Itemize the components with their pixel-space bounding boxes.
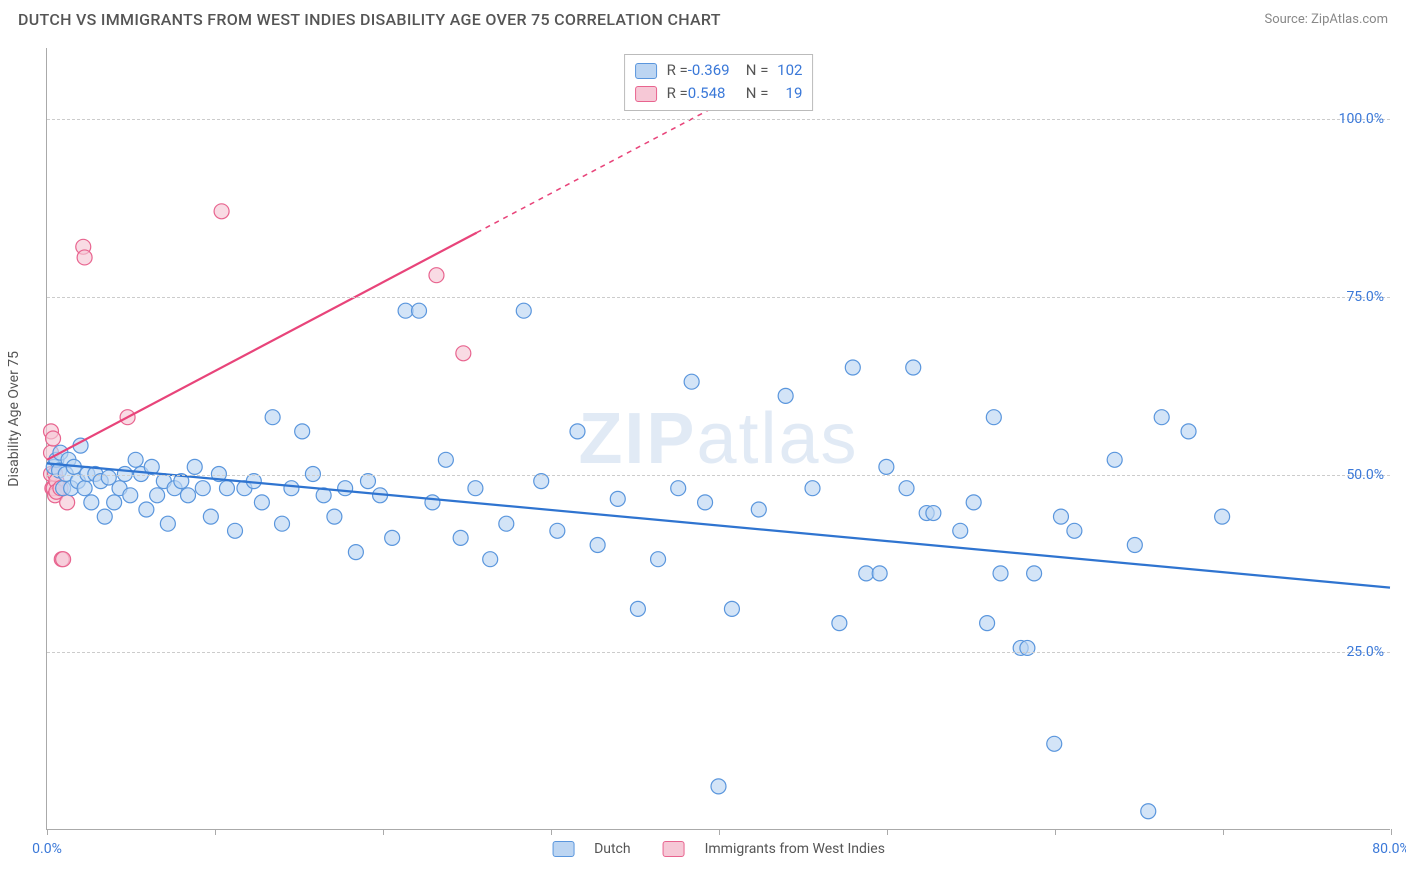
x-tick-mark: [47, 829, 48, 835]
y-tick-label: 75.0%: [1346, 289, 1384, 305]
n-value: 102: [768, 59, 802, 82]
n-label: N =: [746, 82, 769, 105]
r-value: -0.369: [688, 59, 746, 82]
plot-area: ZIPatlas R = -0.369 N = 102 R = 0.548 N …: [46, 48, 1390, 830]
r-value: 0.548: [688, 82, 746, 105]
x-tick-mark: [1391, 829, 1392, 835]
x-tick-mark: [1223, 829, 1224, 835]
chart-title: DUTCH VS IMMIGRANTS FROM WEST INDIES DIS…: [18, 10, 721, 29]
legend: Dutch Immigrants from West Indies: [552, 841, 885, 857]
y-tick-label: 50.0%: [1346, 467, 1384, 483]
x-tick-label: 0.0%: [32, 841, 62, 857]
legend-swatch-west-indies: [663, 841, 685, 857]
n-value: 19: [768, 82, 802, 105]
stats-box: R = -0.369 N = 102 R = 0.548 N = 19: [624, 54, 814, 111]
n-label: N =: [746, 59, 769, 82]
y-tick-label: 25.0%: [1346, 644, 1384, 660]
y-tick-label: 100.0%: [1339, 111, 1384, 127]
stats-row-dutch: R = -0.369 N = 102: [635, 59, 803, 82]
x-tick-mark: [1055, 829, 1056, 835]
chart-header: DUTCH VS IMMIGRANTS FROM WEST INDIES DIS…: [0, 0, 1406, 35]
x-tick-mark: [719, 829, 720, 835]
gridline: [47, 475, 1390, 476]
x-tick-mark: [215, 829, 216, 835]
r-label: R =: [667, 59, 688, 82]
x-tick-mark: [383, 829, 384, 835]
x-tick-mark: [887, 829, 888, 835]
legend-label-dutch: Dutch: [594, 841, 631, 857]
swatch-west-indies: [635, 86, 657, 102]
swatch-dutch: [635, 63, 657, 79]
legend-swatch-dutch: [552, 841, 574, 857]
stats-row-west-indies: R = 0.548 N = 19: [635, 82, 803, 105]
source-attribution: Source: ZipAtlas.com: [1264, 12, 1388, 27]
source-name: ZipAtlas.com: [1311, 12, 1388, 27]
gridline: [47, 652, 1390, 653]
gridline: [47, 119, 1390, 120]
source-prefix: Source:: [1264, 12, 1311, 27]
x-tick-mark: [551, 829, 552, 835]
y-axis-label: Disability Age Over 75: [6, 351, 22, 487]
r-label: R =: [667, 82, 688, 105]
x-tick-label: 80.0%: [1372, 841, 1406, 857]
scatter-svg: [47, 48, 1390, 829]
gridline: [47, 297, 1390, 298]
legend-label-west-indies: Immigrants from West Indies: [705, 841, 885, 857]
